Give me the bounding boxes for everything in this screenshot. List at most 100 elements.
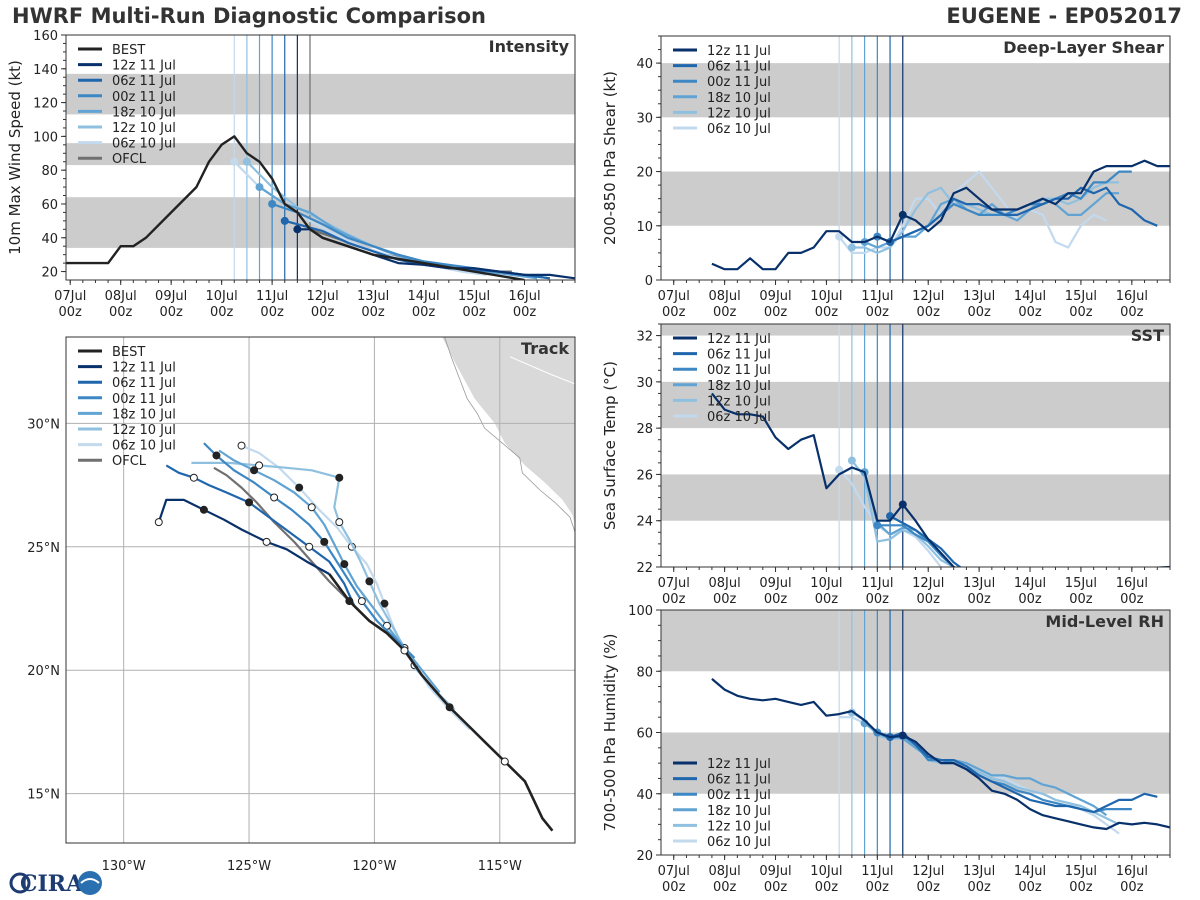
legend-label-18z-10-jul: 18z 10 Jul bbox=[707, 379, 771, 394]
x-tick-label-date: 08Jul bbox=[709, 576, 741, 591]
y-axis-label: 700-500 hPa Humidity (%) bbox=[601, 633, 619, 831]
x-tick-label-hour: 00z bbox=[1018, 305, 1042, 320]
init-point-12z-10-jul bbox=[242, 157, 251, 166]
init-point-12z-10-jul bbox=[847, 456, 856, 465]
track-line-00z-11-jul bbox=[203, 442, 416, 659]
y-tick-label: 100 bbox=[628, 604, 653, 619]
x-tick-label-hour: 00z bbox=[967, 305, 991, 320]
series-line-06z-11-jul bbox=[889, 186, 1158, 244]
x-tick-label-date: 15Jul bbox=[1065, 864, 1097, 879]
legend-label-00z-11-jul: 00z 11 Jul bbox=[112, 90, 176, 105]
legend-label-18z-10-jul: 18z 10 Jul bbox=[112, 407, 176, 422]
x-tick-label-hour: 00z bbox=[917, 305, 941, 320]
x-tick-label-hour: 00z bbox=[1120, 305, 1144, 320]
x-tick-label-hour: 00z bbox=[1069, 305, 1093, 320]
y-tick-label: 32 bbox=[636, 330, 653, 345]
x-tick-label-hour: 00z bbox=[311, 305, 335, 320]
legend-label-06z-11-jul: 06z 11 Jul bbox=[707, 773, 771, 788]
init-point-12z-10-jul bbox=[847, 243, 856, 252]
x-tick-label-date: 11Jul bbox=[861, 289, 893, 304]
x-tick-label-date: 16Jul bbox=[1116, 864, 1148, 879]
x-tick-label-date: 15Jul bbox=[458, 289, 490, 304]
y-tick-label: 40 bbox=[636, 57, 653, 72]
y-tick-label: 80 bbox=[41, 164, 58, 179]
track-point bbox=[307, 503, 316, 512]
panel-shear: 01020304007Jul00z08Jul00z09Jul00z10Jul00… bbox=[601, 35, 1171, 320]
x-tick-label-date: 10Jul bbox=[810, 576, 842, 591]
y-tick-label: 160 bbox=[33, 29, 58, 44]
panel-intensity: 2040608010012014016007Jul00z08Jul00z09Ju… bbox=[6, 29, 576, 320]
plot-frame bbox=[65, 336, 576, 844]
legend-label-06z-10-jul: 06z 10 Jul bbox=[112, 439, 176, 454]
storm-title: EUGENE - EP052017 bbox=[946, 4, 1182, 28]
plot-area bbox=[661, 610, 1170, 855]
legend-label-best: BEST bbox=[112, 43, 145, 58]
x-tick-label-hour: 00z bbox=[1069, 880, 1093, 895]
shade-band bbox=[66, 143, 575, 166]
x-tick-label-date: 07Jul bbox=[658, 576, 690, 591]
lat-label: 25°N bbox=[27, 541, 60, 556]
shade-band bbox=[661, 610, 1170, 672]
legend-label-00z-11-jul: 00z 11 Jul bbox=[112, 392, 176, 407]
y-axis-label: Sea Surface Temp (°C) bbox=[601, 361, 619, 530]
series-line-12z-11-jul bbox=[711, 392, 1170, 567]
x-tick-label-date: 11Jul bbox=[256, 289, 288, 304]
x-tick-label-date: 16Jul bbox=[508, 289, 540, 304]
x-tick-label-date: 08Jul bbox=[709, 864, 741, 879]
legend-label-06z-10-jul: 06z 10 Jul bbox=[112, 137, 176, 152]
x-tick-label-hour: 00z bbox=[513, 305, 537, 320]
x-tick-label-date: 07Jul bbox=[658, 289, 690, 304]
init-point-06z-10-jul bbox=[835, 465, 844, 474]
series-line-18z-10-jul bbox=[863, 722, 1108, 817]
y-tick-label: 40 bbox=[41, 232, 58, 247]
x-tick-label-date: 08Jul bbox=[709, 289, 741, 304]
track-point bbox=[295, 483, 304, 492]
series-line-12z-10-jul bbox=[851, 711, 1120, 826]
x-tick-label-hour: 00z bbox=[109, 305, 133, 320]
legend-label-ofcl: OFCL bbox=[112, 152, 147, 167]
x-tick-label-date: 12Jul bbox=[912, 289, 944, 304]
init-point-12z-11-jul bbox=[293, 225, 302, 234]
lat-label: 15°N bbox=[27, 788, 60, 803]
y-tick-label: 30 bbox=[636, 111, 653, 126]
legend-label-best: BEST bbox=[112, 345, 145, 360]
legend-label-00z-11-jul: 00z 11 Jul bbox=[707, 363, 771, 378]
lon-label: 130°W bbox=[102, 859, 146, 874]
lon-label: 120°W bbox=[352, 859, 396, 874]
shade-band bbox=[661, 474, 1170, 521]
track-point bbox=[245, 498, 254, 507]
x-tick-label-date: 16Jul bbox=[1116, 576, 1148, 591]
init-point-12z-11-jul bbox=[898, 210, 907, 219]
shade-band bbox=[661, 381, 1170, 429]
track-point bbox=[380, 599, 389, 608]
x-tick-label-date: 11Jul bbox=[861, 864, 893, 879]
legend-label-12z-11-jul: 12z 11 Jul bbox=[112, 361, 176, 376]
x-tick-label-date: 14Jul bbox=[1014, 576, 1046, 591]
init-point-06z-11-jul bbox=[280, 216, 289, 225]
x-tick-label-hour: 00z bbox=[866, 305, 890, 320]
cira-logo: CIRA bbox=[9, 871, 102, 897]
legend-label-18z-10-jul: 18z 10 Jul bbox=[112, 105, 176, 120]
x-tick-label-date: 14Jul bbox=[1014, 864, 1046, 879]
track-line-18z-10-jul bbox=[218, 449, 441, 694]
track-point bbox=[335, 518, 344, 527]
panel-title: Mid-Level RH bbox=[1045, 612, 1164, 631]
init-point-18z-10-jul bbox=[255, 183, 264, 192]
x-tick-label-hour: 00z bbox=[815, 305, 839, 320]
x-tick-label-hour: 00z bbox=[1018, 880, 1042, 895]
x-tick-label-date: 09Jul bbox=[759, 864, 791, 879]
track-point bbox=[154, 518, 163, 527]
x-tick-label-hour: 00z bbox=[764, 305, 788, 320]
x-tick-label-hour: 00z bbox=[866, 592, 890, 607]
coastline bbox=[444, 337, 575, 533]
track-line-12z-10-jul bbox=[191, 461, 456, 711]
track-line-best bbox=[328, 573, 554, 832]
lat-label: 30°N bbox=[27, 417, 60, 432]
x-tick-label-hour: 00z bbox=[1120, 592, 1144, 607]
x-tick-label-hour: 00z bbox=[412, 305, 436, 320]
y-tick-label: 20 bbox=[636, 849, 653, 864]
x-tick-label-hour: 00z bbox=[764, 592, 788, 607]
legend-label-06z-10-jul: 06z 10 Jul bbox=[707, 410, 771, 425]
